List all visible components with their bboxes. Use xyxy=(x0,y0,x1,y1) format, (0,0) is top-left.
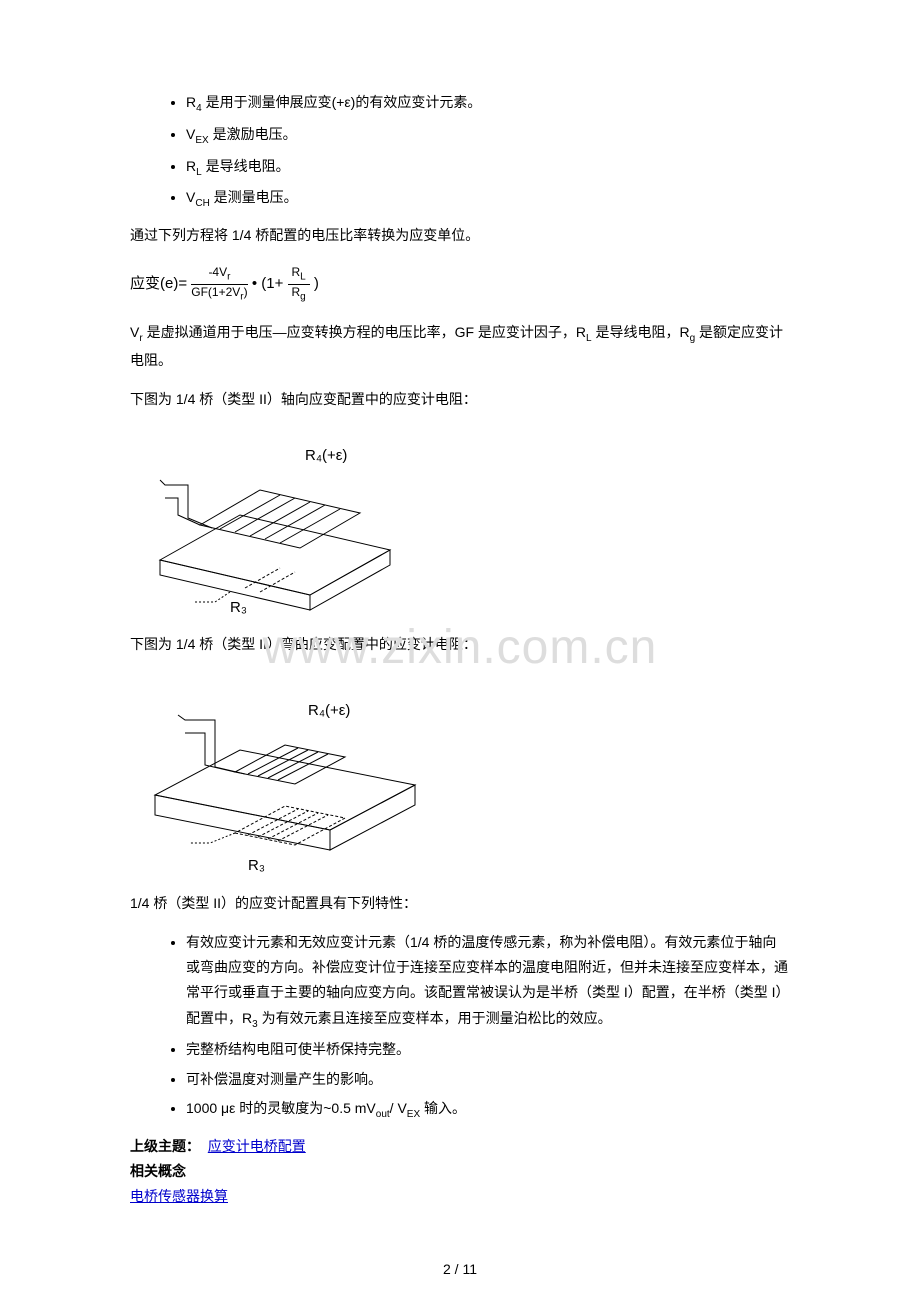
bottom-bullets-list: 有效应变计元素和无效应变计元素（1/4 桥的温度传感元素，称为补偿电阻）。有效元… xyxy=(130,930,790,1124)
bullet-r4: R4 是用于测量伸展应变(+ε)的有效应变计元素。 xyxy=(186,90,790,118)
top-bullets-list: R4 是用于测量伸展应变(+ε)的有效应变计元素。 VEX 是激励电压。 RL … xyxy=(130,90,790,213)
bullet-b4: 1000 με 时的灵敏度为~0.5 mVout/ VEX 输入。 xyxy=(186,1096,790,1124)
diagram2-label-r3: R₃ xyxy=(248,857,265,874)
page: R4 是用于测量伸展应变(+ε)的有效应变计元素。 VEX 是激励电压。 RL … xyxy=(0,0,920,1302)
eq-f2-num: R xyxy=(292,265,301,279)
eq-tail: ) xyxy=(314,275,319,292)
eq-fraction-1: -4Vr GF(1+2Vr) xyxy=(191,266,247,302)
eq-f1-num-sub: r xyxy=(227,272,230,283)
parent-topic-label: 上级主题： xyxy=(130,1138,200,1154)
eq-prefix: 应变(e)= xyxy=(130,275,187,292)
related-line: 相关概念 xyxy=(130,1159,790,1184)
bullet-b1: 有效应变计元素和无效应变计元素（1/4 桥的温度传感元素，称为补偿电阻）。有效元… xyxy=(186,930,790,1033)
diagram-bending: R₄(+ε) R₃ xyxy=(130,675,790,883)
eq-fraction-2: RL Rg xyxy=(288,266,310,302)
para-characteristics: 1/4 桥（类型 II）的应变计配置具有下列特性： xyxy=(130,891,790,916)
eq-f2-den-sub: g xyxy=(300,291,306,302)
eq-f2-den: R xyxy=(292,285,301,299)
bullet-vch: VCH 是测量电压。 xyxy=(186,185,790,213)
bullet-b2: 完整桥结构电阻可使半桥保持完整。 xyxy=(186,1037,790,1062)
eq-f1-den-tail: ) xyxy=(244,285,248,299)
related-label: 相关概念 xyxy=(130,1163,186,1179)
diagram2-label-r4: R₄(+ε) xyxy=(308,702,350,719)
eq-f2-num-sub: L xyxy=(300,272,306,283)
parent-topic-line: 上级主题： 应变计电桥配置 xyxy=(130,1134,790,1159)
eq-f1-num: -4V xyxy=(208,265,227,279)
bullet-rl-tail: 是导线电阻。 xyxy=(202,158,290,174)
bullet-vex: VEX 是激励电压。 xyxy=(186,122,790,150)
parent-topic-link[interactable]: 应变计电桥配置 xyxy=(208,1138,306,1154)
para-vr: Vr 是虚拟通道用于电压—应变转换方程的电压比率，GF 是应变计因子，RL 是导… xyxy=(130,320,790,373)
eq-mid: • (1+ xyxy=(252,275,288,292)
diagram1-label-r4: R₄(+ε) xyxy=(305,447,347,464)
bullet-rl: RL 是导线电阻。 xyxy=(186,154,790,182)
bullet-vex-tail: 是激励电压。 xyxy=(209,126,297,142)
bullet-vch-tail: 是测量电压。 xyxy=(210,189,298,205)
bullet-b3: 可补偿温度对测量产生的影响。 xyxy=(186,1067,790,1092)
related-link[interactable]: 电桥传感器换算 xyxy=(130,1188,228,1204)
diagram1-label-r3: R₃ xyxy=(230,599,247,615)
diagram-axial: R₄(+ε) R₃ xyxy=(130,430,790,623)
bullet-r4-tail: 是用于测量伸展应变(+ε)的有效应变计元素。 xyxy=(202,94,482,110)
para-diagram2-caption: 下图为 1/4 桥（类型 II）弯曲应变配置中的应变计电阻： xyxy=(130,632,790,657)
strain-equation: 应变(e)= -4Vr GF(1+2Vr) • (1+ RL Rg ) xyxy=(130,266,790,302)
eq-f1-den: GF(1+2V xyxy=(191,285,240,299)
related-link-line: 电桥传感器换算 xyxy=(130,1184,790,1209)
page-number: 2 / 11 xyxy=(0,1257,920,1282)
para-diagram1-caption: 下图为 1/4 桥（类型 II）轴向应变配置中的应变计电阻： xyxy=(130,387,790,412)
para-intro-eq: 通过下列方程将 1/4 桥配置的电压比率转换为应变单位。 xyxy=(130,223,790,248)
